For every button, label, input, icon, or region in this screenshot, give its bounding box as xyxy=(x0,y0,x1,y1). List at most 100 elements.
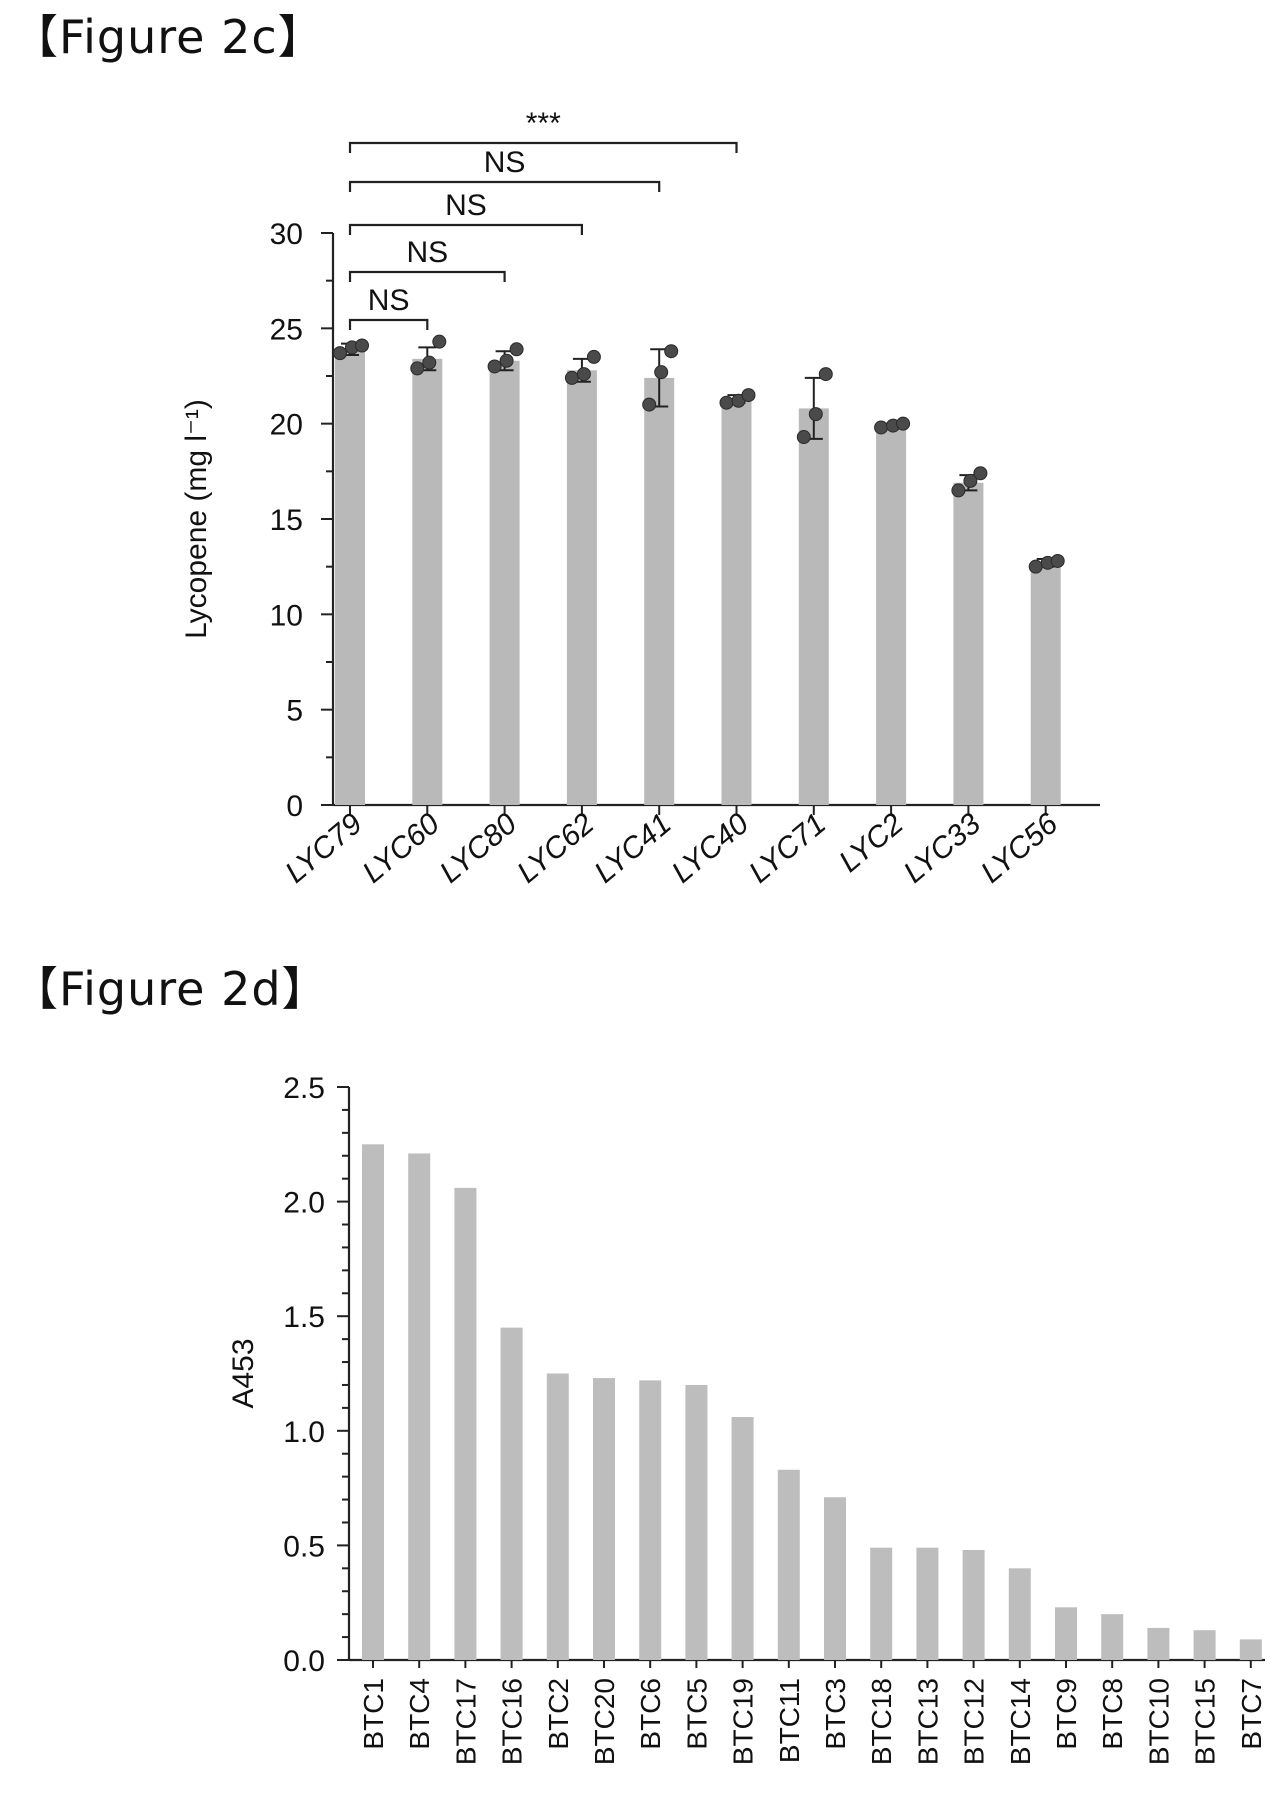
y-axis-title: A453 xyxy=(227,1338,260,1408)
data-point xyxy=(586,349,601,364)
x-tick-label: BTC6 xyxy=(635,1678,666,1750)
bar xyxy=(777,1469,800,1660)
bar xyxy=(639,1380,662,1660)
significance-bracket xyxy=(348,270,506,282)
x-tick-label: BTC17 xyxy=(450,1678,481,1765)
bar xyxy=(593,1378,615,1660)
x-tick-label: BTC10 xyxy=(1143,1678,1174,1765)
bar xyxy=(731,1417,754,1660)
significance-bracket xyxy=(348,180,661,192)
bar xyxy=(500,1327,523,1660)
bar xyxy=(685,1384,708,1660)
bar xyxy=(824,1497,846,1660)
x-tick-label: BTC3 xyxy=(820,1678,851,1750)
data-point xyxy=(333,346,347,361)
y-tick-label: 2.0 xyxy=(283,1187,325,1220)
bar xyxy=(1101,1614,1124,1660)
x-tick-label: BTC9 xyxy=(1051,1678,1082,1750)
y-axis-title: Lycopene (mg l⁻¹) xyxy=(180,399,213,639)
data-point xyxy=(896,416,911,431)
data-point xyxy=(422,355,437,370)
significance-bracket xyxy=(348,141,738,153)
y-tick-label: 15 xyxy=(270,504,303,537)
bar xyxy=(1055,1607,1077,1660)
bar xyxy=(916,1547,939,1660)
y-tick-label: 25 xyxy=(270,313,303,346)
x-tick-label: BTC8 xyxy=(1097,1678,1128,1750)
data-point xyxy=(818,367,833,382)
data-point xyxy=(576,367,591,382)
x-tick-label: BTC11 xyxy=(774,1678,805,1763)
x-tick-label: BTC7 xyxy=(1236,1678,1267,1750)
data-point xyxy=(963,473,978,488)
bar xyxy=(644,377,675,805)
significance-bracket xyxy=(348,318,429,330)
figure-2d-heading: 【Figure 2d】 xyxy=(12,962,329,1016)
bar xyxy=(412,358,443,805)
x-tick-label: BTC20 xyxy=(589,1678,620,1765)
data-point xyxy=(808,407,823,422)
bar xyxy=(876,425,907,805)
data-point xyxy=(741,388,756,403)
bar xyxy=(1030,562,1061,805)
bar xyxy=(721,398,752,805)
significance-label: NS xyxy=(406,236,448,269)
bar xyxy=(489,360,520,805)
bar xyxy=(408,1153,431,1660)
x-tick-label: BTC1 xyxy=(358,1678,389,1750)
y-tick-label: 2.5 xyxy=(283,1072,325,1105)
bar xyxy=(546,1373,569,1660)
bar xyxy=(798,408,829,805)
x-tick-label: BTC18 xyxy=(866,1678,897,1765)
x-tick-label: BTC19 xyxy=(728,1678,759,1765)
y-tick-label: 20 xyxy=(270,409,303,442)
bar xyxy=(1008,1568,1031,1660)
x-tick-label: BTC16 xyxy=(497,1678,528,1765)
x-tick-label: BTC14 xyxy=(1005,1678,1036,1765)
x-tick-label: BTC13 xyxy=(912,1678,943,1765)
data-point xyxy=(951,483,966,498)
bar xyxy=(870,1547,893,1660)
data-point xyxy=(796,430,811,445)
data-point xyxy=(1050,553,1065,568)
significance-label: NS xyxy=(484,146,526,179)
significance-label: *** xyxy=(526,107,561,140)
figure-2c-heading: 【Figure 2c】 xyxy=(12,10,325,64)
bar xyxy=(1147,1627,1170,1660)
bar xyxy=(1239,1639,1262,1660)
bar xyxy=(953,482,984,805)
y-tick-label: 5 xyxy=(286,695,303,728)
data-point xyxy=(654,365,669,380)
data-point xyxy=(432,334,447,349)
y-tick-label: 1.5 xyxy=(283,1301,325,1334)
data-point xyxy=(355,338,369,353)
bar xyxy=(566,370,597,805)
x-tick-label: BTC4 xyxy=(404,1678,435,1750)
data-point xyxy=(973,466,988,481)
bar xyxy=(335,349,365,805)
data-point xyxy=(664,344,679,359)
significance-bracket xyxy=(348,223,583,235)
data-point xyxy=(487,359,502,374)
bar xyxy=(454,1187,477,1660)
x-tick-label: BTC15 xyxy=(1190,1678,1221,1765)
y-tick-label: 0.5 xyxy=(283,1530,325,1563)
y-tick-label: 0.0 xyxy=(283,1645,325,1678)
data-point xyxy=(499,353,514,368)
y-tick-label: 1.0 xyxy=(283,1416,325,1449)
data-point xyxy=(410,361,425,376)
bar xyxy=(1193,1630,1216,1660)
data-point xyxy=(642,397,657,412)
y-tick-label: 0 xyxy=(286,790,303,823)
x-tick-label: BTC2 xyxy=(543,1678,574,1750)
bar xyxy=(962,1549,985,1660)
significance-label: NS xyxy=(368,284,410,317)
bar xyxy=(362,1144,384,1660)
x-tick-label: BTC12 xyxy=(959,1678,990,1765)
data-point xyxy=(509,342,524,357)
y-tick-label: 30 xyxy=(270,218,303,251)
x-tick-label: BTC5 xyxy=(681,1678,712,1750)
significance-label: NS xyxy=(445,189,487,222)
